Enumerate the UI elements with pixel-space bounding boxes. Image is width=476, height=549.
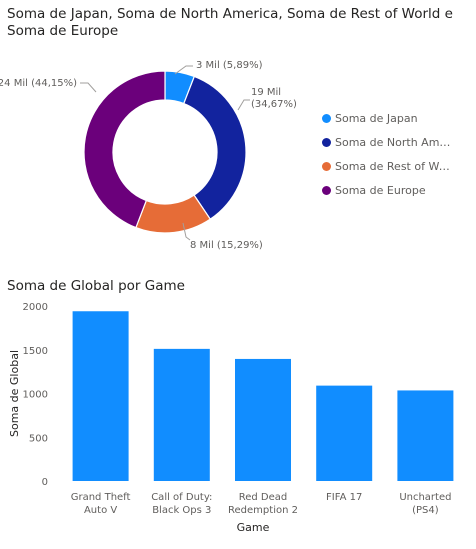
bar[interactable]: [397, 390, 454, 481]
legend-label: Soma de North Ame...: [335, 135, 455, 149]
bar-chart[interactable]: Soma de Global 0 500 1000 1500 2000 Grand Thef…: [0, 268, 476, 549]
donut-leader-line: [80, 82, 97, 93]
donut-title-line-2: Soma de Europe: [7, 23, 119, 39]
legend-swatch: [322, 137, 331, 147]
legend-label: Soma de Japan: [335, 111, 418, 125]
donut-chart-title: Soma de Japan, Soma de North America, So…: [7, 6, 453, 40]
legend-label: Soma de Europe: [335, 183, 426, 197]
donut-data-label: 8 Mil (15,29%): [190, 240, 263, 251]
legend-item[interactable]: Soma de Europe: [322, 178, 476, 202]
donut-legend: Soma de Japan Soma de North Ame... Soma de…: [322, 106, 476, 202]
y-tick-label: 1000: [23, 390, 48, 401]
y-tick-label: 500: [29, 433, 48, 444]
bar[interactable]: [72, 311, 129, 481]
x-tick-label: Call of Duty: Black Ops 3: [151, 492, 212, 516]
y-tick-label: 1500: [23, 346, 48, 357]
donut-title-line-1: Soma de Japan, Soma de North America, So…: [7, 6, 453, 22]
legend-swatch: [322, 113, 331, 123]
donut-data-label: 24 Mil (44,15%): [0, 78, 77, 89]
legend-item[interactable]: Soma de North Ame...: [322, 130, 476, 154]
donut-chart-panel: Soma de Japan, Soma de North America, So…: [0, 0, 476, 268]
donut-leader-line: [182, 222, 191, 241]
legend-swatch: [322, 161, 331, 171]
donut-leader-line: [237, 99, 250, 111]
bar-chart-panel: Soma de Global por Game Soma de Global 0 5…: [0, 268, 476, 549]
donut-data-label: 19 Mil (34,67%): [251, 87, 297, 110]
x-tick-label: Grand Theft Auto V: [71, 492, 131, 516]
legend-item[interactable]: Soma de Rest of Wo...: [322, 154, 476, 178]
legend-label: Soma de Rest of Wo...: [335, 159, 455, 173]
x-tick-label: FIFA 17: [326, 492, 362, 503]
x-tick-label: Uncharted (PS4): [399, 492, 451, 516]
y-axis-title: Soma de Global: [8, 350, 21, 437]
donut-slice[interactable]: [183, 75, 247, 220]
donut-data-label: 3 Mil (5,89%): [196, 60, 263, 71]
legend-item[interactable]: Soma de Japan: [322, 106, 476, 130]
donut-leader-line: [174, 65, 193, 75]
x-tick-label: Red Dead Redemption 2: [228, 492, 298, 516]
bar[interactable]: [316, 385, 373, 481]
donut-chart[interactable]: 3 Mil (5,89%) 19 Mil (34,67%) 8 Mil (15,29%…: [0, 0, 476, 268]
bar-chart-title: Soma de Global por Game: [7, 278, 185, 294]
bar[interactable]: [153, 348, 210, 481]
y-tick-label: 0: [42, 477, 48, 488]
y-tick-label: 2000: [23, 302, 48, 313]
legend-swatch: [322, 185, 331, 195]
bar[interactable]: [235, 358, 291, 481]
donut-slice[interactable]: [83, 70, 166, 229]
x-axis-title: Game: [237, 521, 270, 534]
